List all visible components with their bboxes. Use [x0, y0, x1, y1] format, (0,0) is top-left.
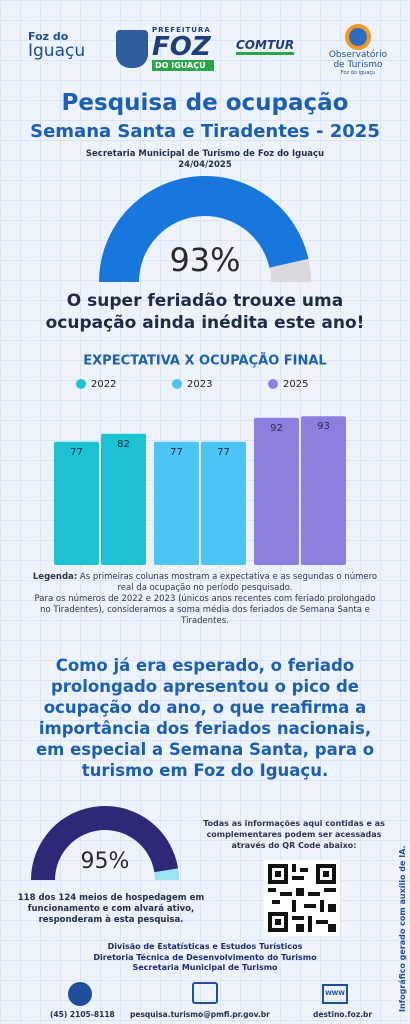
title: Semana Santa e Tiradentes - 2025	[30, 121, 380, 142]
site: destino.foz.br	[313, 1010, 373, 1019]
footer-line: Divisão de Estatísticas e Estudos Turíst…	[107, 942, 303, 951]
ai-note: Infográfico gerado com auxílio de IA.	[398, 845, 407, 1012]
legend-label: 2023	[187, 379, 212, 390]
bar-value-label: 92	[270, 423, 283, 434]
logo-text: Foz do Iguaçu	[340, 70, 376, 76]
logo-foz: Foz do Iguaçu	[28, 30, 98, 80]
bar	[254, 417, 299, 565]
logo-text: Foz do	[28, 30, 69, 43]
logo-text: DO IGUAÇU	[152, 60, 214, 71]
city-crest	[116, 30, 148, 68]
sample-note: 118 dos 124 meios de hospedagem em funci…	[17, 893, 205, 925]
email-icon	[192, 982, 218, 1004]
logo-comtur: COMTUR	[236, 38, 295, 55]
statement: Como já era esperado, o feriado prolonga…	[35, 656, 375, 780]
phone-icon	[68, 982, 92, 1006]
gauge-label: 95%	[81, 849, 130, 874]
subtitle: Secretaria Municipal de Turismo de Foz d…	[85, 149, 325, 159]
footer-line: Secretaria Municipal de Turismo	[132, 963, 278, 972]
bar	[54, 441, 99, 565]
legend-note-label: Legenda:	[32, 572, 78, 582]
date: 24/04/2025	[178, 160, 232, 170]
gauge-value	[31, 805, 179, 880]
logo-text: FOZ	[152, 32, 211, 62]
gauge-value	[99, 175, 309, 282]
bar	[201, 441, 246, 565]
logo-text: Observatório	[328, 50, 388, 60]
qr-code	[264, 860, 340, 936]
chart-title: EXPECTATIVA X OCUPAÇÃO FINAL	[83, 353, 326, 369]
bar-value-label: 93	[317, 421, 330, 432]
legend-note: Legenda: As primeiras colunas mostram a …	[28, 572, 382, 627]
gauge-label: 93%	[169, 241, 240, 279]
web-icon: WWW	[322, 984, 348, 1004]
qr-note: Todas as informações aqui contidas e as …	[203, 819, 385, 850]
observatorio-icon	[345, 24, 371, 50]
logo-text: de Turismo	[333, 60, 383, 70]
legend-label: 2025	[283, 379, 308, 390]
title: Pesquisa de ocupação	[61, 90, 349, 116]
phone: (45) 2105-8118	[50, 1010, 115, 1019]
footer-line: Diretoria Técnica de Desenvolvimento do …	[93, 952, 317, 962]
headline: O super feriadão trouxe uma ocupação ain…	[45, 291, 365, 333]
legend-swatch	[76, 379, 86, 389]
legend-note-text: Para os números de 2022 e 2023 (únicos a…	[34, 594, 376, 626]
email: pesquisa.turismo@pmfi.pr.gov.br	[130, 1010, 270, 1019]
bar-value-label: 77	[217, 447, 230, 458]
bar-value-label: 82	[117, 439, 130, 450]
legend-label: 2022	[91, 379, 116, 390]
bar	[154, 441, 199, 565]
legend-swatch	[268, 379, 278, 389]
legend-note-text: As primeiras colunas mostram a expectati…	[79, 572, 378, 593]
logo-prefeitura: PREFEITURA FOZ DO IGUAÇU	[152, 26, 214, 71]
bar	[101, 433, 146, 565]
logo-text: PREFEITURA	[152, 26, 211, 34]
bar-value-label: 77	[70, 447, 83, 458]
bar-value-label: 77	[170, 447, 183, 458]
footer-lines: Divisão de Estatísticas e Estudos Turíst…	[0, 942, 410, 974]
bar	[301, 416, 346, 565]
logo-observatorio: Observatório de Turismo Foz do Iguaçu	[320, 24, 396, 76]
logo-text: Iguaçu	[28, 41, 86, 61]
legend-swatch	[172, 379, 182, 389]
